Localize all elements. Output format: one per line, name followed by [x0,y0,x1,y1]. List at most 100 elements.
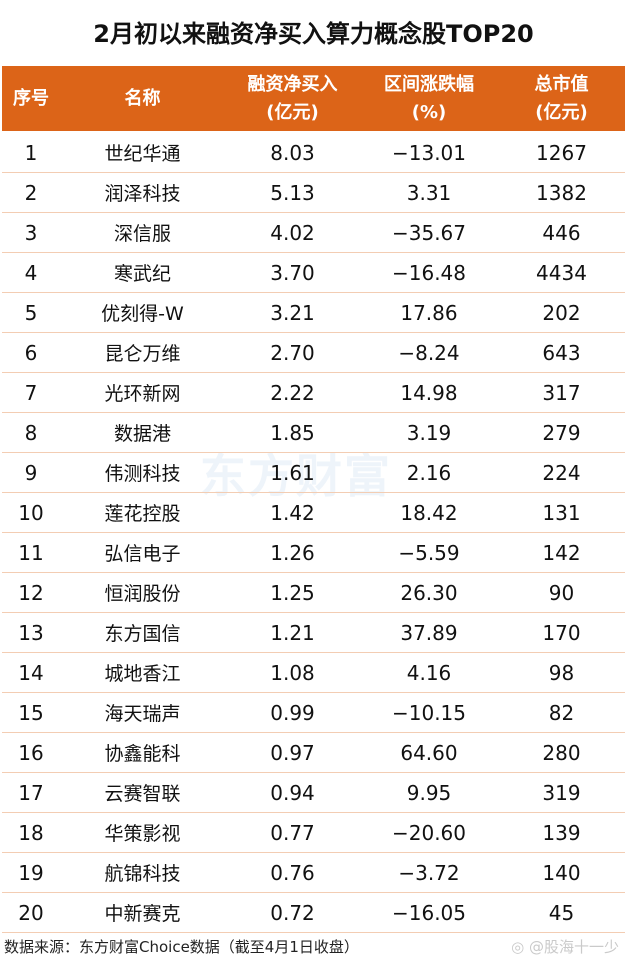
table-cell: 170 [542,620,581,645]
table-row: 1 世纪华通 8.03 −13.01 1267 [2,133,625,173]
table-cell: −10.15 [391,700,466,725]
table-cell: 深信服 [113,223,171,245]
table-cell: 昆仑万维 [104,343,181,365]
table-cell: 寒武纪 [113,263,171,285]
table-cell: 1.61 [270,460,315,485]
table-cell: 世纪华通 [104,143,181,165]
table-cell: 航锦科技 [104,863,181,885]
table-cell: 9.95 [406,780,452,805]
table-cell: 1267 [536,140,587,165]
source-note: 数据来源：东方财富Choice数据（截至4月1日收盘） [4,938,359,956]
column-header: 序号 [2,66,60,131]
column-header: 区间涨跌幅 (%) [360,66,498,131]
header-text: 序号 [13,87,49,109]
header-text: 区间涨跌幅 [384,73,474,95]
table-cell: 13 [18,620,44,645]
table-cell: 280 [542,740,581,765]
table-cell: 279 [542,420,581,445]
header-text: 总市值 [534,73,589,95]
table-cell: 446 [542,220,581,245]
table-row: 9 伟测科技 1.61 2.16 224 [2,453,625,493]
table-cell: 3.70 [270,260,315,285]
table-row: 17 云赛智联 0.94 9.95 319 [2,773,625,813]
table-cell: 37.89 [400,620,458,645]
table-row: 7 光环新网 2.22 14.98 317 [2,373,625,413]
weibo-watermark: ◎ @股海十一少 [511,938,619,956]
table-cell: −16.48 [391,260,466,285]
table-row: 6 昆仑万维 2.70 −8.24 643 [2,333,625,373]
column-header: 名称 [60,66,225,131]
header-text: (亿元) [535,101,588,123]
watermark-logo: 东方财富 [200,449,392,503]
table-cell: 1.08 [270,660,315,685]
table-cell: 1.42 [270,500,315,525]
table-cell: 45 [548,900,575,925]
table-cell: 5 [24,300,38,325]
table-cell: 14.98 [400,380,458,405]
table-cell: 82 [548,700,575,725]
header-text: (亿元) [266,101,319,123]
table-cell: 1.21 [270,620,315,645]
table-row: 3 深信服 4.02 −35.67 446 [2,213,625,253]
table-cell: 协鑫能科 [104,743,181,765]
table-row: 20 中新赛克 0.72 −16.05 45 [2,893,625,933]
table-cell: −20.60 [391,820,466,845]
table-cell: 3.19 [406,420,452,445]
table-cell: 2.70 [270,340,315,365]
table-row: 5 优刻得-W 3.21 17.86 202 [2,293,625,333]
table-cell: 1.25 [270,580,315,605]
table-row: 19 航锦科技 0.76 −3.72 140 [2,853,625,893]
table-cell: 4434 [536,260,587,285]
table-cell: −16.05 [391,900,466,925]
table-cell: 9 [24,460,38,485]
table-row: 14 城地香江 1.08 4.16 98 [2,653,625,693]
table-cell: 643 [542,340,581,365]
table-cell: 18 [18,820,44,845]
table-row: 8 数据港 1.85 3.19 279 [2,413,625,453]
table-cell: 云赛智联 [104,783,181,805]
table-cell: 华策影视 [104,823,181,845]
table-cell: 1.85 [270,420,315,445]
table-cell: 3 [24,220,38,245]
column-header: 总市值 (亿元) [498,66,625,131]
table-cell: 东方国信 [104,623,181,645]
table-row: 10 莲花控股 1.42 18.42 131 [2,493,625,533]
table-cell: 海天瑞声 [104,703,181,725]
table-cell: 莲花控股 [104,503,181,525]
table-cell: 10 [18,500,44,525]
table-cell: 224 [542,460,581,485]
table-cell: 4 [24,260,38,285]
table-cell: 数据港 [113,423,171,445]
table-cell: 0.76 [270,860,315,885]
table-cell: −5.59 [398,540,460,565]
table-cell: 64.60 [400,740,458,765]
table-cell: 润泽科技 [104,183,181,205]
table-cell: 城地香江 [104,663,181,685]
table-cell: 4.16 [406,660,452,685]
table-row: 16 协鑫能科 0.97 64.60 280 [2,733,625,773]
table-cell: 优刻得-W [101,303,184,325]
table-cell: 140 [542,860,581,885]
table-cell: 恒润股份 [104,583,181,605]
header-text: (%) [411,101,447,123]
table-cell: −13.01 [391,140,466,165]
table-cell: 15 [18,700,44,725]
table-cell: 3.21 [270,300,315,325]
table-cell: 3.31 [406,180,452,205]
table-cell: 16 [18,740,44,765]
table-header: 序号 名称 融资净买入 (亿元) 区间涨跌幅 (%) 总市值 (亿元) [2,66,625,131]
table-cell: 17.86 [400,300,458,325]
table-cell: 2.22 [270,380,315,405]
table-cell: 18.42 [400,500,458,525]
table-cell: 11 [18,540,44,565]
table-row: 13 东方国信 1.21 37.89 170 [2,613,625,653]
table-cell: 319 [542,780,581,805]
table-cell: 8.03 [270,140,315,165]
column-header: 融资净买入 (亿元) [225,66,360,131]
table-cell: 26.30 [400,580,458,605]
table-cell: 0.99 [270,700,315,725]
table-cell: 5.13 [270,180,315,205]
table-cell: 90 [548,580,575,605]
table-row: 12 恒润股份 1.25 26.30 90 [2,573,625,613]
table-row: 11 弘信电子 1.26 −5.59 142 [2,533,625,573]
